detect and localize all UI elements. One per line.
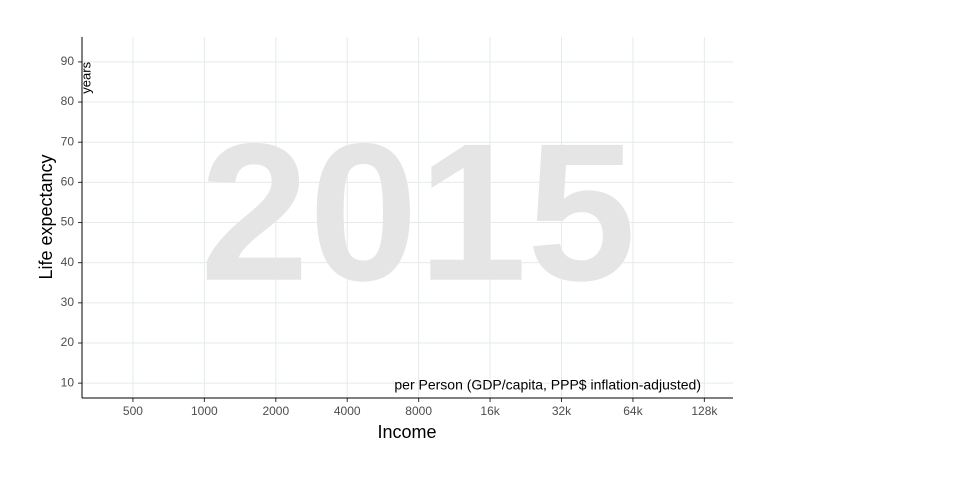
x-tick-label: 16k xyxy=(480,404,500,418)
x-tick-label: 8000 xyxy=(405,404,432,418)
x-tick-label: 64k xyxy=(623,404,643,418)
y-tick-label: 40 xyxy=(61,255,75,269)
y-tick-label: 50 xyxy=(61,215,75,229)
y-tick-label: 70 xyxy=(61,134,75,148)
x-tick-label: 32k xyxy=(552,404,572,418)
y-tick-label: 80 xyxy=(61,94,75,108)
y-tick-label: 20 xyxy=(61,335,75,349)
year-watermark: 2015 xyxy=(200,103,636,322)
y-tick-label: 30 xyxy=(61,295,75,309)
x-tick-label: 2000 xyxy=(262,404,289,418)
y-axis-label: Life expectancy xyxy=(36,154,56,279)
x-tick-label: 4000 xyxy=(334,404,361,418)
x-tick-label: 500 xyxy=(123,404,143,418)
y-annotation: years xyxy=(78,61,93,93)
y-tick-label: 90 xyxy=(61,54,75,68)
y-tick-label: 60 xyxy=(61,175,75,189)
x-tick-label: 1000 xyxy=(191,404,218,418)
x-tick-label: 128k xyxy=(691,404,718,418)
y-tick-label: 10 xyxy=(61,375,75,389)
x-annotation: per Person (GDP/capita, PPP$ inflation-a… xyxy=(394,377,701,393)
x-axis-label: Income xyxy=(377,422,436,442)
